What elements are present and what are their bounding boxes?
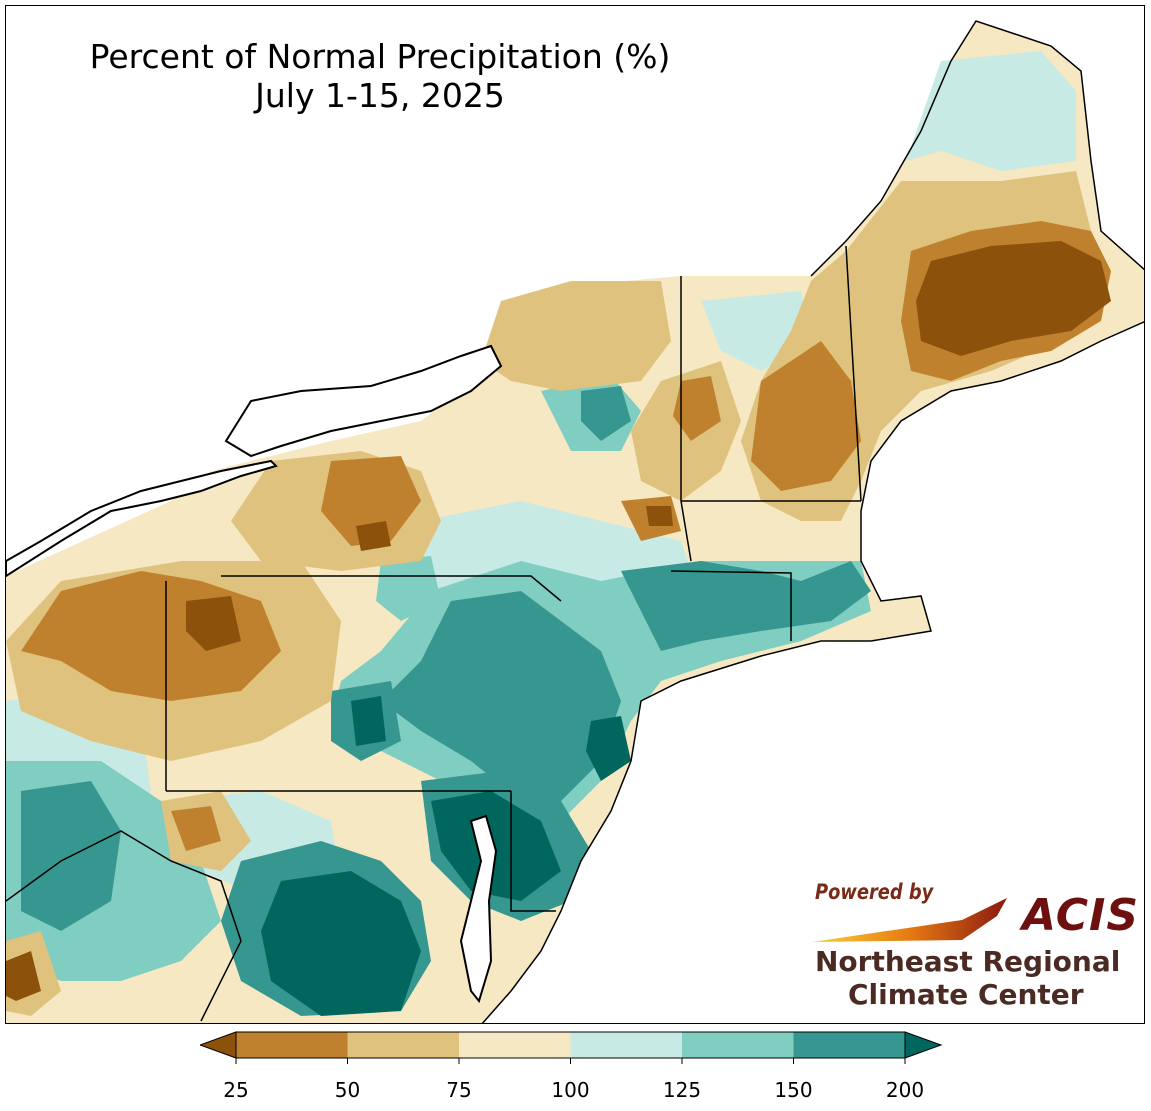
colorbar-arrow-high	[904, 1031, 943, 1059]
coastline	[481, 321, 1144, 1023]
zone-over-200	[261, 696, 631, 1016]
ny-pa-border	[221, 575, 562, 602]
precipitation-map	[6, 20, 1144, 1023]
water	[6, 321, 1144, 1023]
colorbar-tick-label: 200	[885, 1078, 925, 1102]
lake-ontario	[224, 344, 503, 458]
org-name-line1: Northeast Regional	[815, 945, 1121, 978]
colorbar-tick-label: 150	[774, 1078, 813, 1102]
colorbar-segment	[682, 1032, 794, 1058]
map-title: Percent of Normal Precipitation (%)	[89, 37, 671, 76]
colorbar-segment	[236, 1032, 348, 1058]
state-boundaries	[6, 20, 1144, 1023]
colorbar-arrow-low	[200, 1031, 237, 1059]
map-subtitle-date: July 1-15, 2025	[255, 76, 505, 115]
colorbar-tick-label: 75	[446, 1078, 472, 1102]
nh-me-border	[845, 245, 862, 502]
colorbar-segment	[793, 1032, 905, 1058]
colorbar-tick-label: 50	[334, 1078, 361, 1102]
maine-outline	[810, 20, 1144, 277]
colorbar-tick-label: 100	[551, 1078, 590, 1102]
acis-logo-text: ACIS	[1022, 890, 1140, 941]
org-name-line2: Climate Center	[848, 978, 1084, 1011]
colorbar-segment	[459, 1032, 571, 1058]
colorbar-tick-label: 125	[662, 1078, 702, 1102]
ct-ri-border	[670, 570, 792, 641]
zone-under-25	[6, 241, 1111, 1001]
de-border	[510, 791, 556, 912]
colorbar-segment	[570, 1032, 682, 1058]
acis-swoosh-logo	[812, 898, 1007, 942]
wv-border	[6, 830, 242, 1022]
powered-by-label: Powered by	[815, 880, 934, 904]
chesapeake-bay	[459, 814, 498, 1004]
atlantic-coast	[482, 321, 1144, 1023]
colorbar-tick-label: 25	[223, 1078, 249, 1102]
colorbar-segment	[347, 1032, 459, 1058]
colorbar-legend	[200, 1031, 943, 1064]
map-frame	[5, 5, 1145, 1024]
lake-erie	[6, 459, 278, 578]
